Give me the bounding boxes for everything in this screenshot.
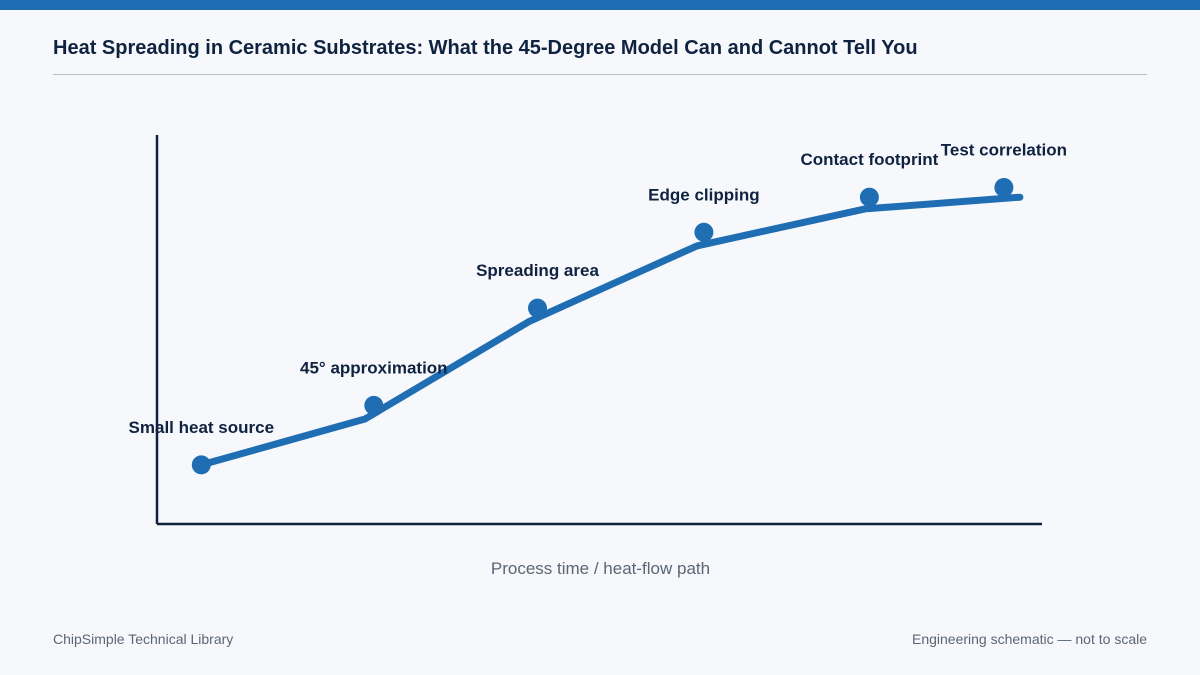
series-line <box>197 193 1024 469</box>
data-points: Small heat source 45° approximation Spread… <box>129 141 1067 475</box>
data-point-2 <box>364 395 384 415</box>
title-divider <box>53 74 1147 75</box>
data-point-6 <box>994 178 1014 197</box>
data-label-1: Small heat source <box>129 418 275 437</box>
data-label-3: Spreading area <box>476 261 599 280</box>
data-point-5 <box>859 187 879 207</box>
footer-source: ChipSimple Technical Library <box>53 631 234 647</box>
footer-note: Engineering schematic — not to scale <box>911 631 1147 647</box>
data-point-3 <box>528 298 547 318</box>
data-label-5: Contact footprint <box>800 150 938 169</box>
data-point-4 <box>694 222 714 242</box>
data-label-2: 45° approximation <box>300 358 448 377</box>
top-accent-bar <box>0 0 1200 10</box>
x-axis-label: Process time / heat-flow path <box>491 559 710 578</box>
data-point-1 <box>191 455 211 475</box>
data-label-4: Edge clipping <box>648 185 759 204</box>
data-label-6: Test correlation <box>941 141 1067 160</box>
page-title: Heat Spreading in Ceramic Substrates: Wh… <box>53 37 918 59</box>
